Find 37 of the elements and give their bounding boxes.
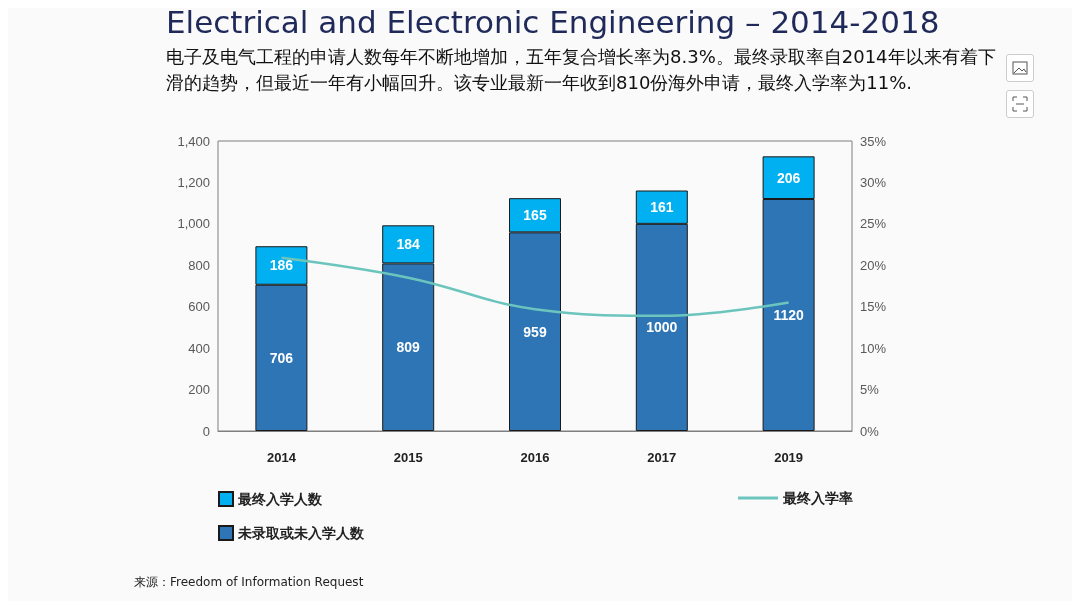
x-tick-label: 2019 [774,450,804,465]
data-label: 186 [269,257,294,274]
y-tick-label: 1,000 [177,216,210,232]
y2-tick-label: 10% [860,340,887,356]
source-note: 来源：Freedom of Information Request [134,574,364,591]
x-tick-label: 2014 [266,450,297,465]
y-tick-label: 1,400 [177,133,210,149]
y2-tick-label: 5% [860,382,880,398]
y-tick-label: 400 [188,340,210,356]
y-tick-label: 200 [188,382,210,398]
x-tick-label: 2017 [647,450,677,465]
y2-tick-label: 0% [860,423,880,439]
data-label: 809 [396,339,421,356]
chart-title: Electrical and Electronic Engineering – 2014-2018 [166,4,940,40]
legend-label: 最终入学率 [782,490,853,506]
y-tick-label: 800 [188,257,210,273]
data-label: 1000 [646,319,678,336]
y2-tick-label: 20% [860,257,887,273]
data-label: 165 [523,207,547,224]
data-label: 184 [396,236,421,253]
y2-tick-label: 35% [860,133,887,149]
x-tick-label: 2015 [393,450,423,465]
x-tick-label: 2016 [520,450,550,465]
legend-label: 未录取或未入学人数 [237,525,365,541]
data-label: 959 [523,323,547,340]
data-label: 1120 [773,307,804,323]
y-tick-label: 0 [202,423,210,439]
y-tick-label: 1,200 [177,174,210,190]
y-tick-label: 600 [188,299,210,315]
data-label: 706 [269,349,294,366]
y2-tick-label: 25% [860,216,887,232]
data-label: 161 [650,199,674,216]
y2-tick-label: 30% [860,174,887,190]
chart-subtitle: 电子及电气工程的申请人数每年不断地增加，五年复合增长率为8.3%。最终录取率自2014年以来有着下滑的趋势，但最近一年有小幅回升。该专业最新一年收到810份海外申请，最终入学率为11%. [166,45,996,95]
data-label: 206 [776,169,801,186]
y2-tick-label: 15% [860,299,887,315]
legend-label: 最终入学人数 [237,491,323,507]
